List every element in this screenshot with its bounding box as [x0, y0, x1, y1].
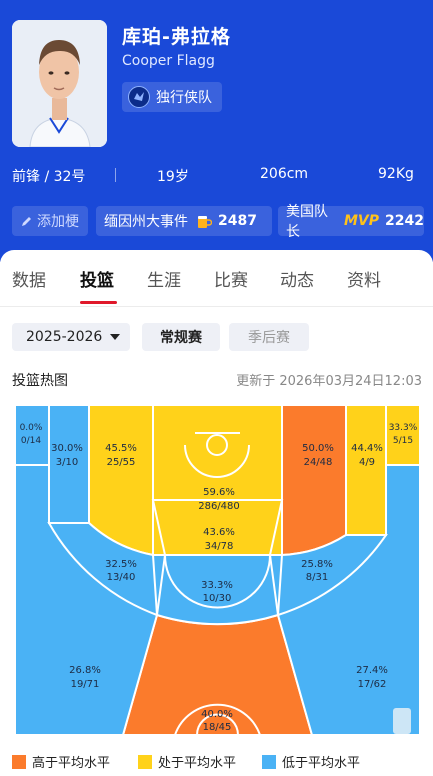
player-age: 19岁	[157, 169, 189, 185]
caret-down-icon	[110, 334, 121, 340]
zone-restricted-area[interactable]	[152, 405, 283, 501]
player-photo	[12, 20, 107, 147]
mvp-icon: MVP	[344, 213, 380, 229]
zone-label-count: 25/55	[107, 457, 136, 468]
zone-label-pct: 59.6%	[203, 487, 235, 498]
tab-games[interactable]: 比赛	[214, 271, 248, 291]
playoffs-button[interactable]: 季后赛	[229, 323, 309, 351]
tab-bar: 数据 投篮 生涯 比赛 动态 资料	[0, 262, 433, 306]
legend-swatch-mid	[138, 754, 152, 769]
zone-label-pct: 27.4%	[356, 665, 388, 676]
tab-profile[interactable]: 资料	[347, 271, 381, 291]
zone-label-pct: 45.5%	[105, 443, 137, 454]
zone-label-pct: 40.0%	[201, 709, 233, 720]
nickname-tag-label: 缅因州大事件	[104, 214, 188, 230]
zone-label-pct: 26.8%	[69, 665, 101, 676]
zone-label-count: 0/14	[21, 436, 41, 446]
pencil-icon	[22, 217, 31, 226]
legend-mid: 处于平均水平	[138, 752, 236, 771]
player-height: 206cm	[260, 166, 309, 182]
zone-label-count: 17/62	[358, 679, 387, 690]
team-badge[interactable]: 独行侠队	[122, 82, 222, 112]
player-weight: 92Kg	[378, 166, 414, 182]
tab-career[interactable]: 生涯	[147, 271, 181, 291]
regular-season-button[interactable]: 常规赛	[142, 323, 220, 351]
zone-label-pct: 43.6%	[203, 527, 235, 538]
heatmap-title: 投篮热图	[12, 373, 68, 389]
zone-label-pct: 30.0%	[51, 443, 83, 454]
zone-label-count: 5/15	[393, 436, 413, 446]
zone-left-corner-three[interactable]	[15, 405, 50, 466]
zone-label-count: 34/78	[205, 541, 234, 552]
nickname-tag-label: 美国队长	[286, 204, 328, 240]
zone-label-pct: 25.8%	[301, 559, 333, 570]
tab-shooting[interactable]: 投篮	[80, 271, 114, 291]
zone-label-count: 13/40	[107, 572, 136, 583]
nickname-tag-count: 2242	[385, 213, 424, 229]
legend-label: 高于平均水平	[32, 756, 111, 771]
zone-label-count: 19/71	[71, 679, 100, 690]
nickname-tag-captain[interactable]: 美国队长 MVP 2242	[278, 204, 424, 240]
add-nickname-label: 添加梗	[37, 214, 79, 230]
zone-label-pct: 32.5%	[105, 559, 137, 570]
zone-label-count: 286/480	[198, 501, 240, 512]
zone-top-mid[interactable]	[155, 554, 280, 626]
player-name-cn: 库珀-弗拉格	[122, 26, 231, 48]
zone-label-count: 18/45	[203, 722, 232, 733]
zone-right-baseline-mid[interactable]	[345, 405, 387, 536]
zone-label-count: 24/48	[304, 457, 333, 468]
zone-label-pct: 44.4%	[351, 443, 383, 454]
zone-label-pct: 33.3%	[201, 580, 233, 591]
legend-low: 低于平均水平	[262, 752, 360, 771]
zone-right-corner-three[interactable]	[385, 405, 420, 466]
tab-news[interactable]: 动态	[280, 271, 314, 291]
legend-label: 处于平均水平	[158, 756, 237, 771]
player-name-en: Cooper Flagg	[122, 53, 215, 69]
season-select[interactable]: 2025-2026	[12, 323, 130, 351]
legend-label: 低于平均水平	[282, 756, 361, 771]
zone-label-count: 10/30	[203, 593, 232, 604]
position-number: 前锋 / 32号	[12, 169, 86, 185]
zone-label-pct: 50.0%	[302, 443, 334, 454]
season-value: 2025-2026	[26, 329, 103, 345]
active-tab-indicator	[80, 301, 117, 304]
heatmap-updated: 更新于 2026年03月24日12:03	[236, 374, 422, 389]
tab-divider	[0, 306, 433, 307]
zone-left-wing-mid[interactable]	[47, 522, 159, 617]
zone-label-pct: 0.0%	[20, 423, 43, 433]
add-nickname-button[interactable]: 添加梗	[12, 206, 88, 236]
zone-label-count: 8/31	[306, 572, 328, 583]
legend-swatch-high	[12, 754, 26, 769]
nickname-tag-maine[interactable]: 缅因州大事件 2487	[96, 206, 272, 236]
zone-label-count: 4/9	[359, 457, 375, 468]
watermark	[393, 708, 411, 734]
tab-data[interactable]: 数据	[12, 271, 46, 291]
shot-heatmap-court: 0.0% 0/14 30.0% 3/10 45.5% 25/55 59.6% 2…	[15, 405, 420, 735]
bio-divider	[115, 168, 116, 182]
legend-swatch-low	[262, 754, 276, 769]
legend-high: 高于平均水平	[12, 752, 110, 771]
team-logo-icon	[128, 86, 150, 108]
zone-label-count: 3/10	[56, 457, 78, 468]
nickname-tag-count: 2487	[218, 213, 257, 229]
team-name: 独行侠队	[156, 90, 212, 106]
player-bio-row: 前锋 / 32号 19岁 206cm 92Kg	[12, 166, 422, 186]
beer-icon	[198, 216, 212, 228]
zone-label-pct: 33.3%	[389, 423, 418, 433]
zone-right-short-mid[interactable]	[281, 405, 347, 557]
